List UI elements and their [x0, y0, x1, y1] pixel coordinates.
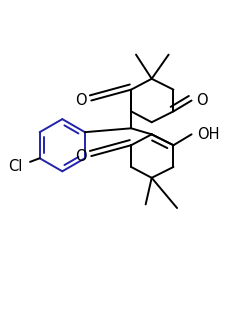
Text: O: O [75, 93, 87, 108]
Text: O: O [196, 93, 208, 108]
Text: O: O [75, 149, 87, 164]
Text: OH: OH [198, 127, 220, 142]
Text: Cl: Cl [9, 159, 23, 174]
